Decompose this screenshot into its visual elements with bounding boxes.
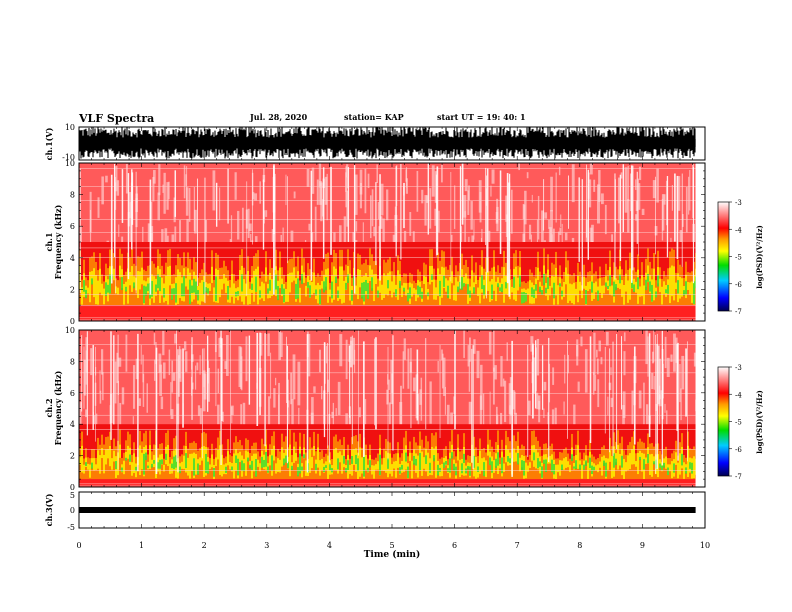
colorbar-tick-label: -5 (735, 419, 742, 427)
ytick-label: 2 (70, 452, 75, 461)
time-axis-ticklabels: 0 1 2 3 4 5 6 7 8 9 10 (76, 541, 710, 550)
xtick-label: 9 (640, 541, 645, 550)
ch2-spectrogram-xticks (78, 330, 706, 487)
colorbar-tick-label: -7 (735, 308, 742, 316)
ytick-label: 0 (70, 483, 75, 492)
ytick-label: 8 (70, 357, 75, 366)
xtick-label: 1 (139, 541, 144, 550)
xtick-label: 2 (202, 541, 207, 550)
ch3-waveform-ylabel: ch.3(V) (44, 493, 54, 526)
xtick-label: 10 (700, 541, 710, 550)
ch3-ytick-bottom: -5 (67, 523, 75, 532)
ch1-spectrogram-ylabel: ch.1 (44, 232, 54, 251)
station-label: station= KAP (344, 112, 404, 122)
colorbar-tick-label: -6 (735, 281, 742, 289)
ch2-colorbar: -3 -4 -5 -6 -7 log(PSD)(V²/Hz) (717, 364, 764, 481)
xtick-label: 6 (452, 541, 457, 550)
ch1-colorbar-label: log(PSD)(V²/Hz) (755, 225, 764, 289)
ch1-waveform-trace (79, 126, 696, 159)
start-time-label: start UT = 19: 40: 1 (437, 112, 526, 122)
ch1-waveform-xticks (78, 127, 706, 160)
ch1-spectrogram-xticks (78, 163, 706, 321)
colorbar-tick-label: -3 (735, 199, 742, 207)
ytick-label: 2 (70, 285, 75, 294)
xtick-label: 0 (76, 541, 81, 550)
ch1-ytick-bottom: -10 (62, 153, 75, 162)
ch3-waveform-xticks (78, 492, 706, 528)
ytick-label: 8 (70, 191, 75, 200)
ytick-label: 10 (65, 326, 75, 335)
ch1-waveform-panel: 10 -10 ch.1(V) (44, 123, 706, 162)
time-axis-label: Time (min) (364, 549, 421, 560)
ch1-colorbar: -3 -4 -5 -6 -7 log(PSD)(V²/Hz) (717, 199, 764, 316)
ytick-label: 6 (70, 222, 75, 231)
ytick-label: 6 (70, 389, 75, 398)
colorbar-tick-label: -4 (735, 226, 742, 234)
ch3-waveform-trace (79, 507, 696, 513)
xtick-label: 3 (264, 541, 269, 550)
ch2-colorbar-label: log(PSD)(V²/Hz) (755, 390, 764, 454)
ch1-spectrogram-panel: 0 2 4 6 8 10 ch.1 Frequency (kHz) (44, 159, 706, 326)
ch2-spectrogram-panel: 0 2 4 6 8 10 ch.2 Frequency (kHz) (44, 326, 706, 492)
ch2-spectrogram-ylabel-freq: Frequency (kHz) (53, 370, 63, 445)
xtick-label: 5 (389, 541, 394, 550)
colorbar-tick-label: -6 (735, 446, 742, 454)
ch3-ytick-mid: 0 (70, 506, 75, 515)
colorbar-tick-label: -4 (735, 391, 742, 399)
ch2-spectrogram-yticks: 0 2 4 6 8 10 (65, 326, 705, 492)
ytick-label: 10 (65, 159, 75, 168)
ytick-label: 0 (70, 317, 75, 326)
ch2-spectrogram-image (79, 330, 704, 487)
ytick-label: 4 (70, 420, 75, 429)
colorbar-tick-label: -7 (735, 473, 742, 481)
xtick-label: 7 (515, 541, 520, 550)
ch3-waveform-panel: 5 0 -5 ch.3(V) 0 1 2 3 4 5 6 7 8 9 10 Time (min) (44, 491, 710, 560)
date-label: Jul. 28, 2020 (250, 112, 308, 122)
ch1-spectrogram-yticks: 0 2 4 6 8 10 (65, 159, 705, 326)
colorbar-tick-label: -3 (735, 364, 742, 372)
chart-title: VLF Spectra (79, 112, 155, 125)
ch1-spectrogram-image (79, 163, 704, 321)
xtick-label: 4 (327, 541, 332, 550)
ch3-ytick-top: 5 (70, 491, 75, 500)
ch1-waveform-ylabel: ch.1(V) (44, 127, 54, 160)
ch2-spectrogram-ylabel: ch.2 (44, 398, 54, 417)
ch1-spectrogram-ylabel-freq: Frequency (kHz) (53, 204, 63, 279)
ch1-ytick-top: 10 (65, 123, 75, 132)
colorbar-tick-label: -5 (735, 254, 742, 262)
ytick-label: 4 (70, 254, 75, 263)
xtick-label: 8 (577, 541, 582, 550)
